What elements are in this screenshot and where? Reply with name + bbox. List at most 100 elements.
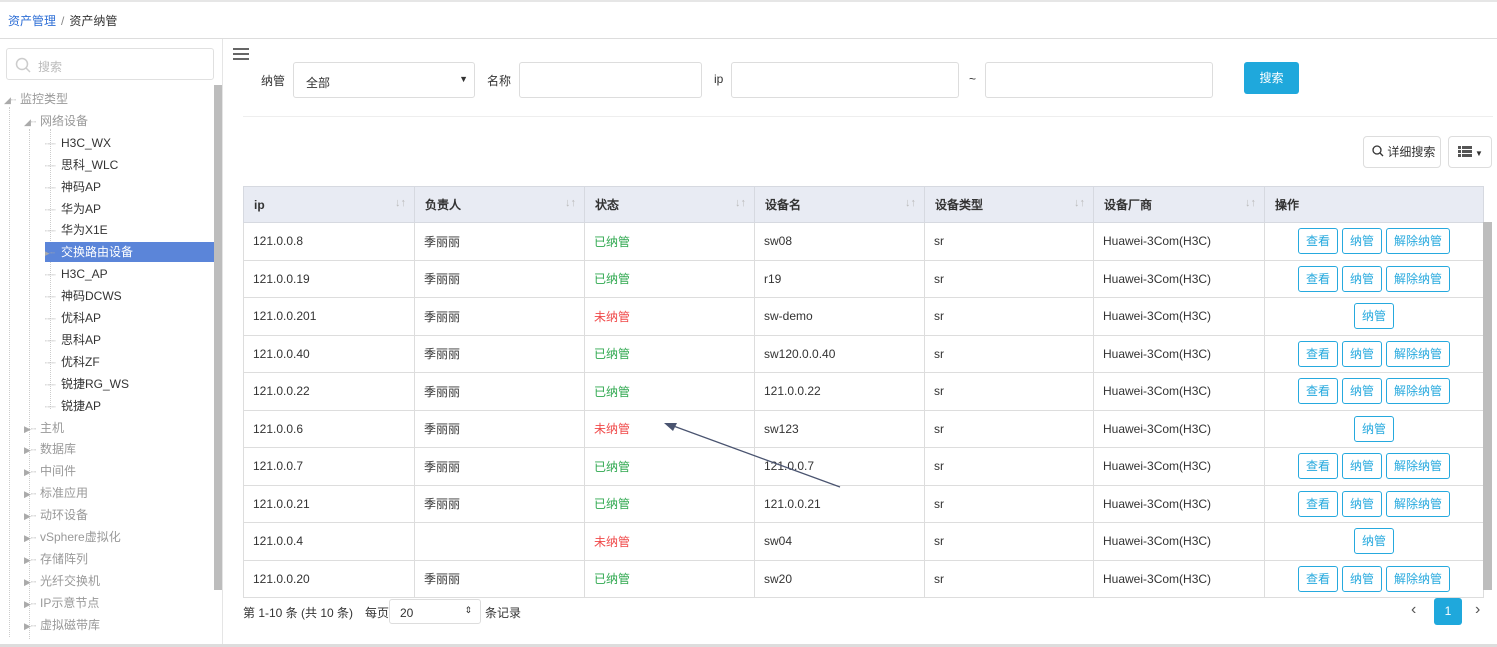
next-page-icon[interactable]: ›	[1475, 601, 1481, 618]
unmanage-button[interactable]: 解除纳管	[1386, 340, 1451, 367]
tree-node-label: 中间件	[40, 464, 77, 479]
column-header[interactable]: 设备名 ↓↑	[754, 186, 925, 223]
caret-right-icon[interactable]: ▶┈	[24, 489, 37, 500]
tree-node[interactable]: ┈┈ 锐捷RG_WS	[45, 374, 129, 394]
unmanage-button[interactable]: 解除纳管	[1386, 453, 1451, 480]
column-header[interactable]: ip ↓↑	[243, 186, 415, 223]
ip-from-input[interactable]	[731, 62, 959, 98]
tree-node[interactable]: ▶┈ 数据库	[24, 439, 76, 459]
tree-node[interactable]: ▸┈ 交换路由设备	[45, 242, 214, 263]
manage-button[interactable]: 纳管	[1341, 565, 1382, 592]
caret-expanded-icon[interactable]: ◢┈	[4, 95, 17, 105]
tree-node[interactable]: ┈┈ 锐捷AP	[45, 396, 101, 416]
caret-right-icon[interactable]: ▶┈	[24, 620, 37, 631]
breadcrumb-parent[interactable]: 资产管理	[8, 14, 57, 28]
caret-expanded-icon[interactable]: ◢┈	[24, 116, 37, 127]
column-header[interactable]: 状态 ↓↑	[584, 186, 755, 223]
view-button[interactable]: 查看	[1297, 265, 1338, 292]
sort-icon[interactable]: ↓↑	[565, 197, 576, 209]
page-1-button[interactable]: 1	[1434, 598, 1462, 625]
tree-node[interactable]: ┈┈ 思科AP	[45, 330, 101, 350]
tree-node[interactable]: ▶┈ 虚拟磁带库	[24, 615, 100, 635]
caret-right-icon[interactable]: ▶┈	[24, 576, 37, 587]
manage-button[interactable]: 纳管	[1341, 265, 1382, 292]
sidebar-scrollbar[interactable]	[214, 85, 222, 590]
unmanage-button[interactable]: 解除纳管	[1386, 265, 1451, 292]
column-header[interactable]: 设备厂商 ↓↑	[1093, 186, 1265, 223]
tree-node[interactable]: ┈┈ 优科ZF	[45, 352, 100, 372]
manage-button[interactable]: 纳管	[1341, 340, 1382, 367]
view-button[interactable]: 查看	[1297, 453, 1338, 480]
table-row: 121.0.0.19 季丽丽 已纳管 r19 sr Huawei-3Com(H3C) 查看纳…	[243, 259, 1484, 298]
tree-node[interactable]: ┈┈ H3C_AP	[45, 264, 108, 284]
view-button[interactable]: 查看	[1297, 565, 1338, 592]
owner-cell: 季丽丽	[414, 334, 585, 373]
view-button[interactable]: 查看	[1297, 340, 1338, 367]
name-input[interactable]	[519, 62, 702, 98]
caret-right-icon[interactable]: ▶┈	[24, 554, 37, 565]
advanced-search-button[interactable]: 详细搜索	[1363, 136, 1441, 168]
tree-node[interactable]: ◢┈ 监控类型	[4, 89, 68, 109]
tree-node[interactable]: ┈┈ 神码DCWS	[45, 286, 122, 306]
manage-select[interactable]: 全部 ▼	[293, 62, 475, 98]
view-button[interactable]: 查看	[1297, 378, 1338, 405]
tree-node[interactable]: ┈┈ 思科_WLC	[45, 155, 118, 175]
tree-node[interactable]: ▶┈ 动环设备	[24, 505, 88, 525]
tree-node[interactable]: ┈┈ 优科AP	[45, 308, 101, 328]
unmanage-button[interactable]: 解除纳管	[1386, 378, 1451, 405]
columns-toggle-button[interactable]: ▼	[1448, 136, 1492, 168]
sort-icon[interactable]: ↓↑	[735, 197, 746, 209]
hamburger-menu-icon[interactable]	[233, 47, 249, 61]
caret-right-icon[interactable]: ▶┈	[24, 533, 37, 543]
tree-node[interactable]: ┈┈ 华为AP	[45, 199, 101, 219]
caret-right-icon[interactable]: ▶┈	[24, 423, 37, 434]
tree-node[interactable]: ▶┈ 中间件	[24, 461, 76, 481]
sort-icon[interactable]: ↓↑	[1245, 197, 1256, 209]
tree-node[interactable]: ┈┈ H3C_WX	[45, 133, 111, 153]
manage-button[interactable]: 纳管	[1353, 303, 1394, 330]
actions-cell: 查看 纳管 解除纳管	[1264, 447, 1484, 486]
tree-node-label: 监控类型	[20, 92, 69, 106]
manage-button[interactable]: 纳管	[1341, 490, 1382, 517]
tree-node[interactable]: ▶┈ 主机	[24, 418, 64, 438]
sort-icon[interactable]: ↓↑	[1074, 197, 1085, 209]
search-button[interactable]: 搜索	[1244, 62, 1299, 94]
tree-node[interactable]: ◢┈ 网络设备	[24, 111, 88, 131]
tree-node[interactable]: ┈┈ 神码AP	[45, 177, 101, 197]
ip-cell: 121.0.0.40	[243, 334, 415, 373]
per-page-select[interactable]: 20 ⇕	[389, 599, 481, 624]
caret-right-icon[interactable]: ▶┈	[24, 445, 37, 456]
caret-right-icon[interactable]: ▶┈	[24, 598, 37, 609]
prev-page-icon[interactable]: ‹	[1411, 601, 1417, 618]
manage-button[interactable]: 纳管	[1341, 228, 1382, 255]
view-button[interactable]: 查看	[1297, 490, 1338, 517]
unmanage-button[interactable]: 解除纳管	[1386, 490, 1451, 517]
column-header[interactable]: 设备类型 ↓↑	[924, 186, 1094, 223]
ip-to-input[interactable]	[985, 62, 1213, 98]
manage-button[interactable]: 纳管	[1341, 378, 1382, 405]
sort-icon[interactable]: ↓↑	[395, 197, 406, 209]
manage-button[interactable]: 纳管	[1341, 453, 1382, 480]
tree-node[interactable]: ▶┈ IP示意节点	[24, 593, 99, 613]
tree-connector-icon: ┈┈	[45, 379, 56, 390]
table-scrollbar[interactable]	[1483, 222, 1492, 590]
vendor-cell: Huawei-3Com(H3C)	[1093, 259, 1265, 298]
caret-right-icon[interactable]: ▶┈	[24, 467, 37, 478]
tree-node[interactable]: ┈┈ 华为X1E	[45, 220, 108, 240]
sort-icon[interactable]: ↓↑	[905, 197, 916, 209]
tree-search-input[interactable]: 搜索	[6, 48, 214, 80]
unmanage-button[interactable]: 解除纳管	[1386, 228, 1451, 255]
column-header[interactable]: 负责人 ↓↑	[414, 186, 585, 223]
tree-node[interactable]: ▶┈ 光纤交换机	[24, 571, 100, 591]
table-row: 121.0.0.21 季丽丽 已纳管 121.0.0.21 sr Huawei-3Com(…	[243, 484, 1484, 523]
caret-right-icon[interactable]: ▶┈	[24, 511, 37, 522]
view-button[interactable]: 查看	[1297, 228, 1338, 255]
tree-node[interactable]: ▶┈ 存储阵列	[24, 549, 88, 569]
tree-node[interactable]: ▶┈ vSphere虚拟化	[24, 527, 121, 547]
manage-button[interactable]: 纳管	[1353, 528, 1394, 555]
search-placeholder: 搜索	[38, 60, 63, 74]
tree-connector-icon: ┈┈	[45, 160, 56, 171]
unmanage-button[interactable]: 解除纳管	[1386, 565, 1451, 592]
manage-button[interactable]: 纳管	[1353, 415, 1394, 442]
tree-node[interactable]: ▶┈ 标准应用	[24, 483, 88, 503]
